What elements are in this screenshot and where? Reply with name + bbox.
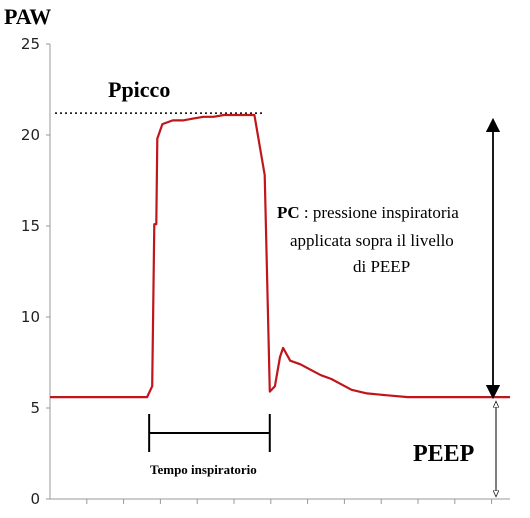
x-axis-ticks — [86, 499, 493, 504]
peep-label: PEEP — [413, 441, 474, 467]
pc-annotation-line3: di PEEP — [353, 257, 410, 276]
pc-text-line1: : pressione inspiratoria — [300, 203, 460, 222]
y-tick-label: 20 — [21, 126, 40, 144]
pc-annotation-line2: applicata sopra il livello — [290, 231, 454, 250]
paw-series-line — [50, 113, 510, 399]
y-axis-title: PAW — [4, 4, 51, 29]
inspiratory-time-bracket — [148, 414, 271, 452]
y-axis-ticks: 0 5 10 15 20 25 — [21, 35, 50, 508]
y-tick-label: 25 — [21, 35, 40, 53]
y-tick-label: 15 — [21, 217, 40, 235]
peak-label: Ppicco — [108, 77, 170, 102]
y-tick-label: 10 — [21, 308, 40, 326]
y-tick-label: 5 — [30, 399, 40, 417]
y-tick-label: 0 — [30, 490, 40, 508]
inspiratory-time-label: Tempo inspiratorio — [150, 462, 257, 477]
pc-bold: PC — [277, 203, 300, 222]
pc-annotation-line1: PC : pressione inspiratoria — [277, 203, 459, 222]
